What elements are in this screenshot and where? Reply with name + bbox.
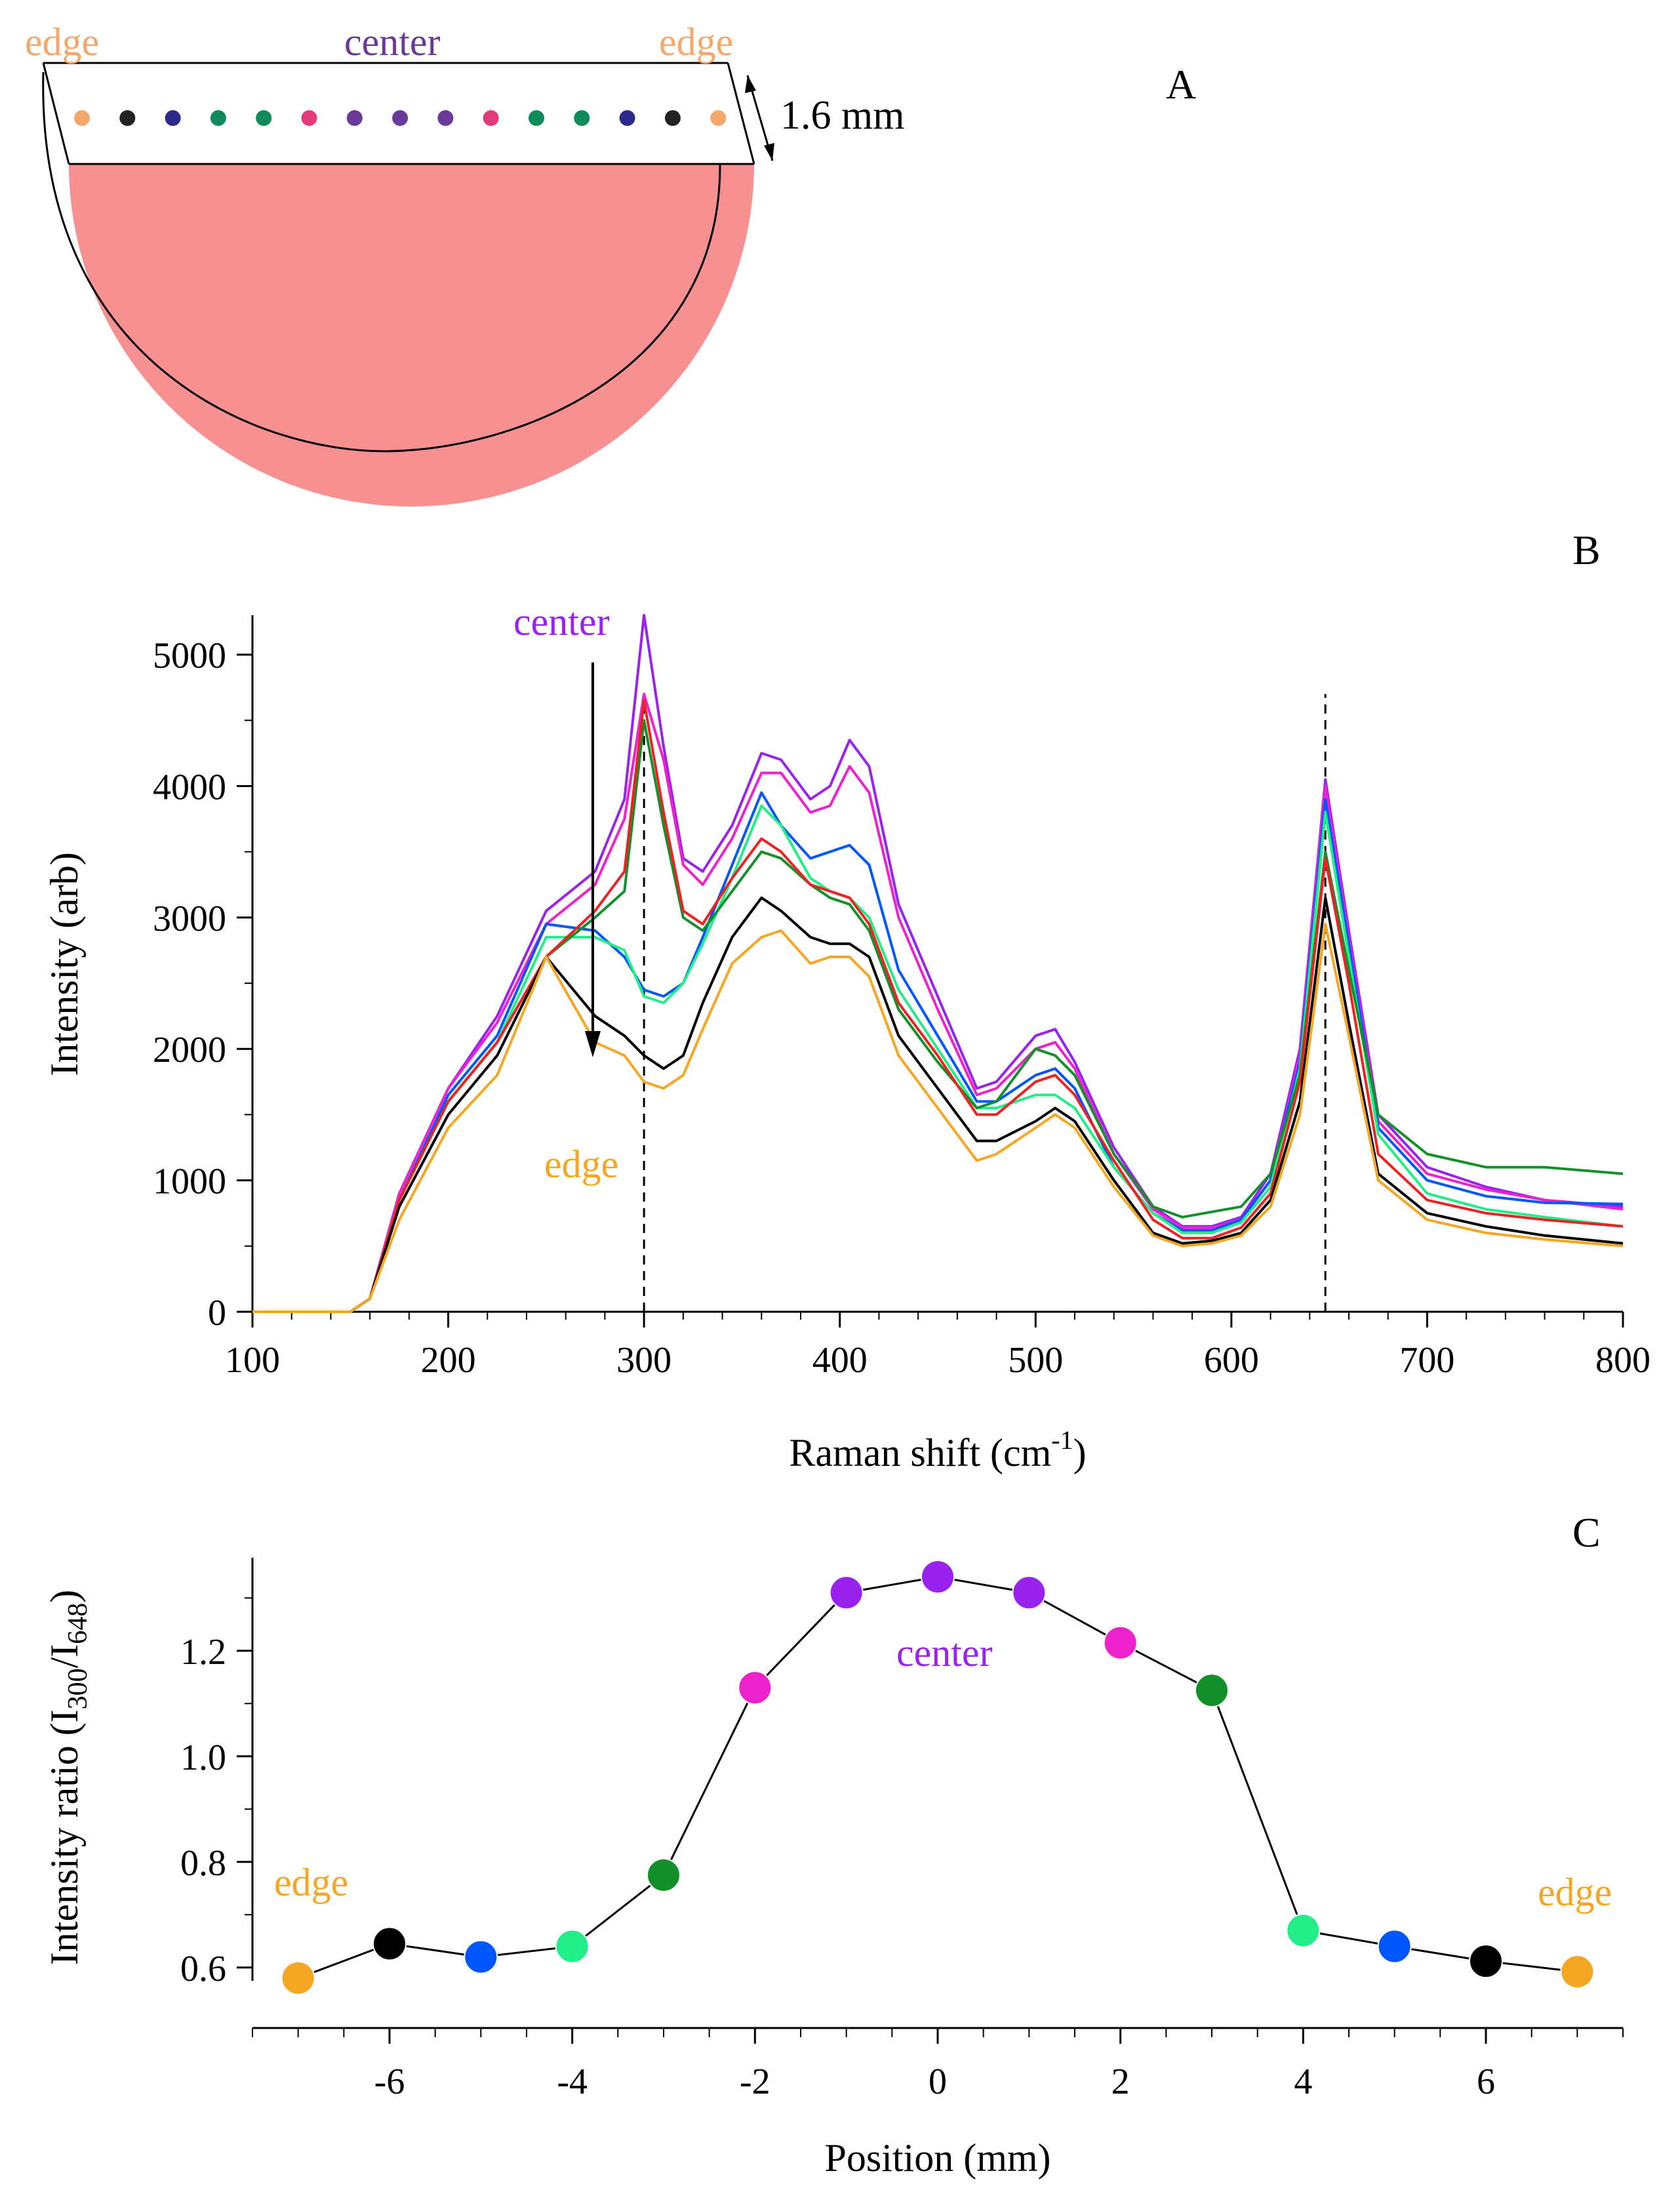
x-tick-label-c: -4 (557, 2061, 588, 2102)
measurement-dot (74, 110, 90, 126)
x-tick-label-b: 700 (1399, 1340, 1454, 1381)
measurement-dot (210, 110, 226, 126)
ratio-point (281, 1960, 315, 1995)
ratio-point (1195, 1673, 1229, 1708)
x-tick-label-b: 800 (1595, 1340, 1650, 1381)
ratio-point (1560, 1955, 1595, 1989)
x-tick-label-b: 100 (225, 1340, 280, 1381)
ratio-point (1377, 1929, 1412, 1964)
measurement-dot (346, 110, 363, 126)
measurement-dot (437, 110, 454, 126)
c-center-label: center (896, 1631, 993, 1674)
sample-disc (69, 164, 754, 507)
ratio-point (1469, 1944, 1503, 1979)
measurement-dot (483, 110, 499, 126)
x-tick-label-c: 6 (1477, 2061, 1495, 2102)
x-tick-label-b: 600 (1204, 1340, 1259, 1381)
measurement-dot (710, 110, 727, 126)
c-y-label: Intensity ratio (I300/I648) (43, 1590, 93, 1966)
panel-b: B 100 200 300 400 500 600 700 800 0 1000 2000 3000 4… (43, 527, 1650, 1474)
spectrum-violet (252, 614, 1624, 1313)
reference-lines (643, 694, 1327, 1312)
spectrum-blue (252, 791, 1624, 1313)
ratio-point (921, 1560, 955, 1594)
x-tick-label-b: 400 (812, 1340, 868, 1381)
b-ticks: 100 200 300 400 500 600 700 800 0 1000 2000 3000 400… (153, 636, 1650, 1381)
ratio-point (1286, 1913, 1321, 1948)
measurement-dot (574, 110, 590, 126)
x-tick-label-b: 300 (616, 1340, 671, 1381)
ratio-points (281, 1560, 1595, 1995)
c-ticks: -6 -4 -2 0 2 4 6 0.6 0.8 1.0 1.2 (180, 1597, 1624, 2102)
y-tick-label-c: 0.6 (180, 1949, 226, 1989)
ratio-point (1012, 1575, 1047, 1610)
ratio-point (555, 1929, 590, 1964)
y-tick-label-b: 1000 (153, 1162, 226, 1202)
x-tick-label-c: -6 (374, 2061, 405, 2102)
ratio-point (464, 1939, 498, 1974)
measurement-dot (256, 110, 272, 126)
spectrum-black (252, 896, 1624, 1313)
measurement-dot (392, 110, 409, 126)
y-tick-label-b: 4000 (153, 767, 226, 807)
y-tick-label-c: 1.2 (180, 1632, 226, 1673)
y-tick-label-b: 0 (208, 1293, 226, 1333)
strip-edge-left (42, 62, 70, 165)
x-tick-label-c: 0 (929, 2061, 947, 2102)
measurement-dot (301, 110, 317, 126)
spectrum-red (252, 699, 1624, 1313)
x-tick-label-b: 500 (1008, 1340, 1063, 1381)
x-tick-label-b: 200 (421, 1340, 476, 1381)
x-tick-label-c: -2 (740, 2061, 770, 2102)
thickness-arrowhead-bottom (764, 143, 774, 161)
spectrum-green (252, 719, 1624, 1313)
measurement-dot (619, 110, 635, 126)
b-trend-arrowhead (585, 1031, 601, 1057)
ratio-point (738, 1671, 772, 1705)
edge-label-right: edge (659, 20, 733, 64)
c-x-label: Position (mm) (824, 2136, 1050, 2180)
panel-a: edge center edge 1.6 mm A (25, 20, 1196, 507)
measurement-dot (664, 110, 681, 126)
b-x-label: Raman shift (cm-1) (789, 1425, 1086, 1474)
ratio-point (647, 1857, 681, 1892)
x-tick-label-c: 4 (1294, 2061, 1312, 2102)
thickness-label: 1.6 mm (780, 93, 904, 138)
x-tick-label-c: 2 (1111, 2061, 1130, 2102)
spectra-series (252, 614, 1624, 1313)
spectrum-mint (252, 804, 1624, 1313)
b-center-label: center (513, 600, 610, 643)
ratio-point (829, 1575, 864, 1610)
center-label: center (344, 20, 441, 64)
ratio-point (1103, 1625, 1138, 1660)
y-tick-label-b: 5000 (153, 636, 226, 676)
measurement-dot (119, 110, 136, 126)
y-tick-label-b: 2000 (153, 1030, 226, 1070)
panel-letter-b: B (1572, 527, 1601, 573)
spectrum-orange (252, 922, 1624, 1313)
c-edge-label-left: edge (274, 1861, 348, 1904)
c-edge-label-right: edge (1538, 1871, 1612, 1914)
y-tick-label-c: 0.8 (180, 1843, 226, 1884)
measurement-points (74, 110, 727, 126)
edge-label-left: edge (25, 20, 99, 64)
panel-letter-a: A (1166, 61, 1196, 108)
b-y-label: Intensity (arb) (43, 852, 86, 1076)
y-tick-label-c: 1.0 (180, 1737, 226, 1778)
b-edge-label: edge (544, 1143, 618, 1186)
panel-letter-c: C (1572, 1509, 1601, 1556)
thickness-arrowhead-top (745, 75, 756, 93)
y-tick-label-b: 3000 (153, 899, 226, 939)
measurement-dot (529, 110, 544, 126)
ratio-point (372, 1926, 407, 1961)
strip-edge-right (727, 62, 755, 165)
spectrum-magenta (252, 693, 1624, 1313)
disc-outline-curve (42, 71, 721, 453)
panel-c: C -6 -4 -2 0 2 4 6 0.6 0.8 1.0 1.2 center edge edg… (43, 1509, 1624, 2180)
measurement-dot (165, 110, 181, 126)
